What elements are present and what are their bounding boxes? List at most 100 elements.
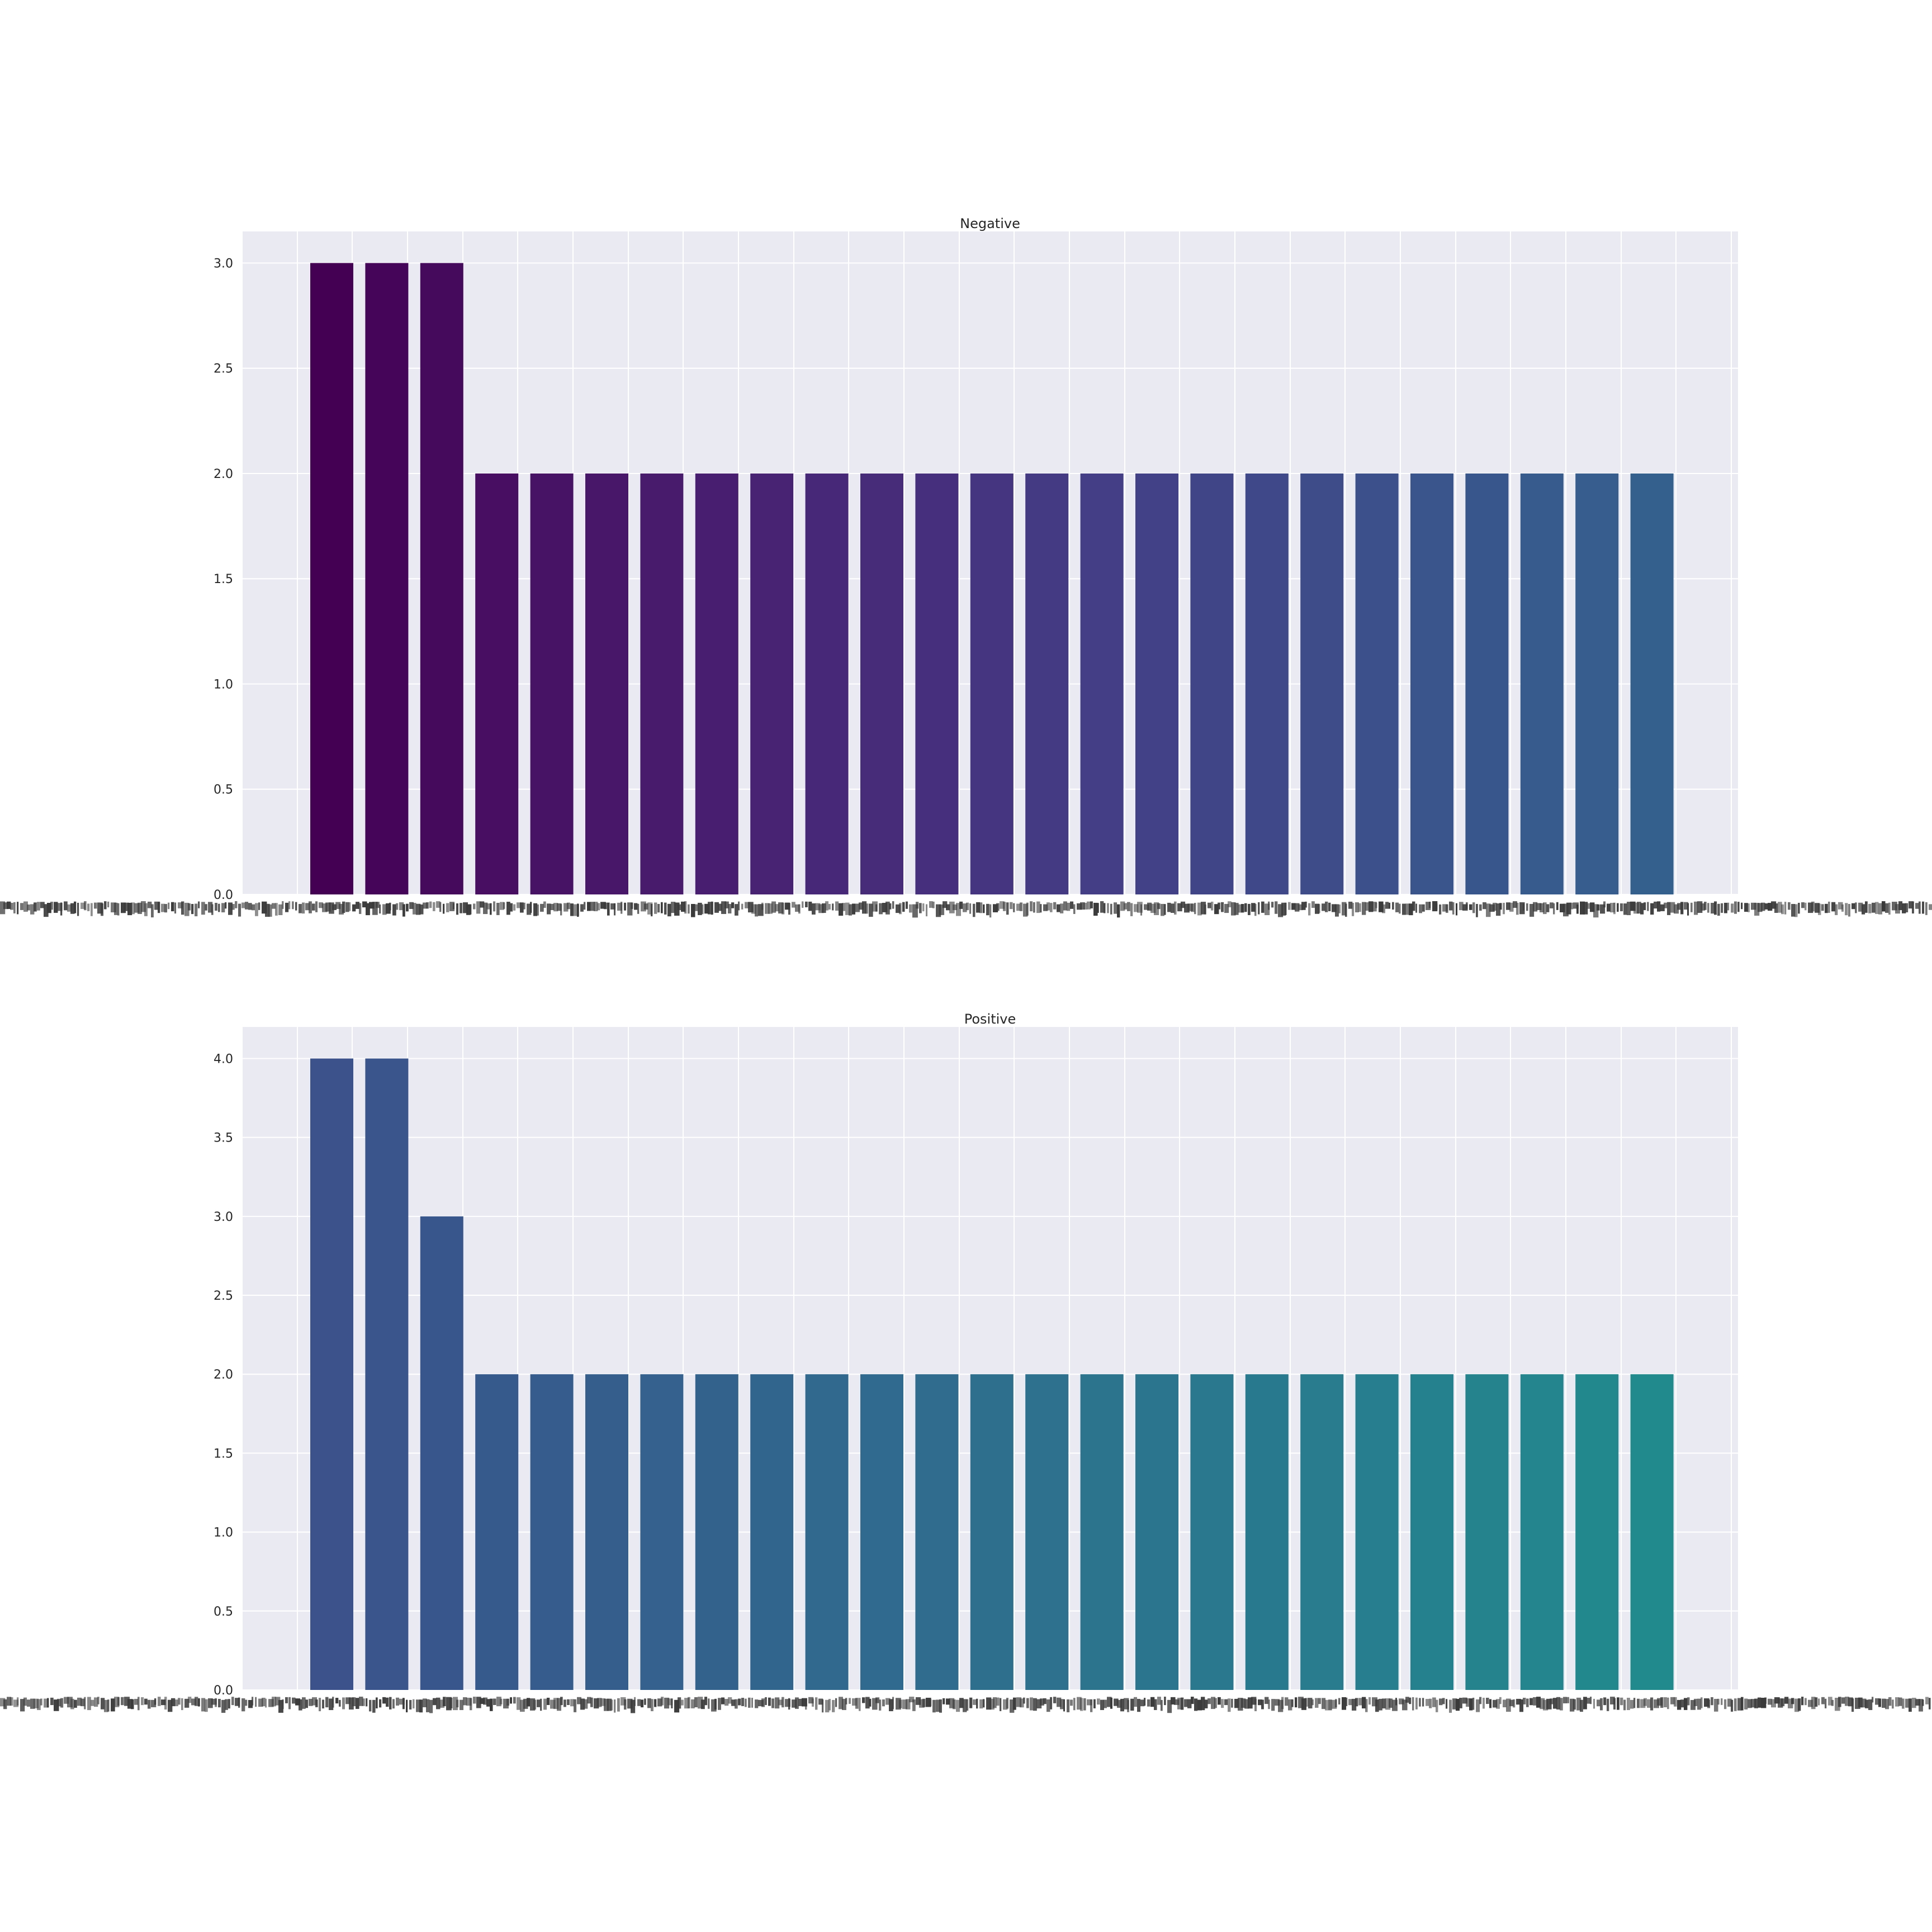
negative-xtick-glyph bbox=[761, 902, 764, 910]
positive-xtick-glyph bbox=[1862, 1698, 1867, 1708]
negative-xtick-glyph bbox=[168, 902, 170, 910]
positive-xtick-glyph bbox=[168, 1699, 173, 1712]
positive-xtick-glyph bbox=[986, 1697, 992, 1710]
positive-xtick-glyph bbox=[1513, 1699, 1516, 1708]
negative-xtick-glyph bbox=[362, 901, 367, 908]
positive-xtick-glyph bbox=[456, 1699, 459, 1708]
negative-xtick-glyph bbox=[580, 904, 584, 912]
negative-xtick-glyph bbox=[67, 904, 72, 912]
negative-xtick-glyph bbox=[1194, 903, 1196, 915]
negative-bar bbox=[860, 473, 903, 894]
positive-xtick-glyph bbox=[1184, 1699, 1188, 1707]
positive-xtick-glyph bbox=[946, 1698, 950, 1705]
negative-xtick-glyph bbox=[1466, 902, 1468, 910]
negative-xtick-glyph bbox=[1486, 903, 1491, 917]
positive-xtick-glyph bbox=[758, 1699, 764, 1707]
positive-xtick-glyph bbox=[1013, 1697, 1016, 1710]
positive-xtick-glyph bbox=[376, 1697, 378, 1709]
negative-bar bbox=[585, 473, 628, 894]
negative-xtick-glyph bbox=[983, 904, 985, 913]
negative-xtick-glyph bbox=[1204, 904, 1206, 915]
negative-xtick-glyph bbox=[1701, 903, 1706, 911]
positive-xtick-glyph bbox=[57, 1698, 61, 1707]
negative-xtick-glyph bbox=[1697, 901, 1703, 913]
positive-xtick-glyph bbox=[1358, 1698, 1363, 1706]
positive-xtick-glyph bbox=[332, 1697, 334, 1708]
positive-xtick-glyph bbox=[1778, 1698, 1783, 1708]
negative-xtick-glyph bbox=[1771, 901, 1777, 909]
positive-xtick-glyph bbox=[1362, 1697, 1366, 1709]
negative-xtick-glyph bbox=[1456, 903, 1458, 916]
positive-xtick-glyph bbox=[912, 1699, 916, 1711]
negative-xtick-glyph bbox=[1734, 901, 1737, 914]
negative-xtick-glyph bbox=[1248, 903, 1251, 915]
negative-xtick-glyph bbox=[1281, 902, 1286, 916]
negative-xtick-glyph bbox=[460, 903, 463, 913]
negative-xtick-glyph bbox=[1714, 901, 1717, 915]
negative-xtick-glyph bbox=[818, 904, 824, 913]
negative-xtick-glyph bbox=[238, 903, 242, 917]
negative-xtick-glyph bbox=[647, 902, 653, 915]
negative-xtick-glyph bbox=[1040, 904, 1042, 913]
positive-xtick-glyph bbox=[1231, 1698, 1233, 1708]
negative-xtick-glyph bbox=[862, 901, 867, 914]
negative-xtick-glyph bbox=[896, 904, 901, 913]
positive-xtick-glyph bbox=[1865, 1699, 1869, 1708]
positive-xtick-glyph bbox=[996, 1697, 1000, 1706]
positive-xtick-glyph bbox=[1566, 1697, 1569, 1703]
negative-xtick-glyph bbox=[1905, 903, 1909, 913]
positive-xtick-glyph bbox=[372, 1699, 376, 1713]
positive-xtick-glyph bbox=[1067, 1699, 1070, 1712]
positive-xtick-glyph bbox=[604, 1698, 609, 1711]
negative-xtick-glyph bbox=[302, 902, 305, 914]
negative-xtick-glyph bbox=[570, 903, 574, 916]
negative-xtick-glyph bbox=[956, 903, 962, 916]
negative-xtick-glyph bbox=[47, 903, 51, 913]
positive-xtick-glyph bbox=[1737, 1698, 1742, 1711]
positive-xtick-glyph bbox=[1573, 1699, 1576, 1710]
positive-xtick-glyph bbox=[671, 1698, 673, 1708]
negative-xtick-glyph bbox=[1087, 901, 1091, 910]
positive-xtick-glyph bbox=[842, 1698, 846, 1710]
positive-xtick-glyph bbox=[724, 1699, 729, 1706]
negative-xtick-glyph bbox=[1177, 903, 1182, 912]
negative-xtick-glyph bbox=[1848, 904, 1850, 917]
positive-xtick-glyph bbox=[258, 1698, 263, 1707]
positive-xtick-glyph bbox=[1714, 1698, 1718, 1712]
negative-xtick-glyph bbox=[1801, 902, 1805, 908]
positive-xtick-glyph bbox=[1560, 1698, 1563, 1711]
positive-xtick-glyph bbox=[1808, 1699, 1813, 1707]
positive-bar bbox=[695, 1374, 738, 1690]
negative-xtick-glyph bbox=[1184, 903, 1190, 913]
positive-xtick-glyph bbox=[449, 1697, 453, 1708]
negative-xtick-glyph bbox=[268, 904, 272, 917]
positive-xtick-glyph bbox=[1325, 1699, 1328, 1711]
positive-bar bbox=[1135, 1374, 1178, 1690]
positive-xtick-glyph bbox=[309, 1698, 313, 1706]
positive-xtick-glyph bbox=[201, 1698, 206, 1712]
positive-xtick-glyph bbox=[402, 1698, 405, 1710]
positive-xtick-glyph bbox=[1721, 1698, 1723, 1705]
positive-xtick-glyph bbox=[517, 1697, 521, 1710]
positive-xtick-glyph bbox=[278, 1699, 283, 1713]
negative-xtick-glyph bbox=[708, 902, 713, 915]
positive-xtick-glyph bbox=[782, 1697, 784, 1708]
negative-xtick-glyph bbox=[114, 902, 118, 915]
negative-xtick-glyph bbox=[1392, 902, 1394, 910]
negative-xtick-glyph bbox=[329, 902, 334, 914]
negative-xtick-glyph bbox=[1623, 903, 1627, 915]
positive-xtick-glyph bbox=[795, 1697, 799, 1709]
negative-xtick-glyph bbox=[785, 902, 790, 910]
positive-xtick-glyph bbox=[94, 1697, 98, 1707]
positive-bar bbox=[420, 1216, 463, 1690]
negative-bar bbox=[1025, 473, 1069, 894]
negative-xtick-glyph bbox=[869, 903, 873, 917]
positive-xtick-glyph bbox=[389, 1697, 392, 1710]
positive-xtick-glyph bbox=[1040, 1698, 1044, 1706]
negative-xtick-glyph bbox=[312, 903, 315, 911]
negative-xtick-glyph bbox=[1315, 903, 1320, 914]
negative-xtick-glyph bbox=[902, 902, 905, 912]
positive-xtick-glyph bbox=[537, 1699, 541, 1707]
negative-xtick-glyph bbox=[171, 902, 174, 912]
positive-xtick-glyph bbox=[1543, 1699, 1549, 1711]
